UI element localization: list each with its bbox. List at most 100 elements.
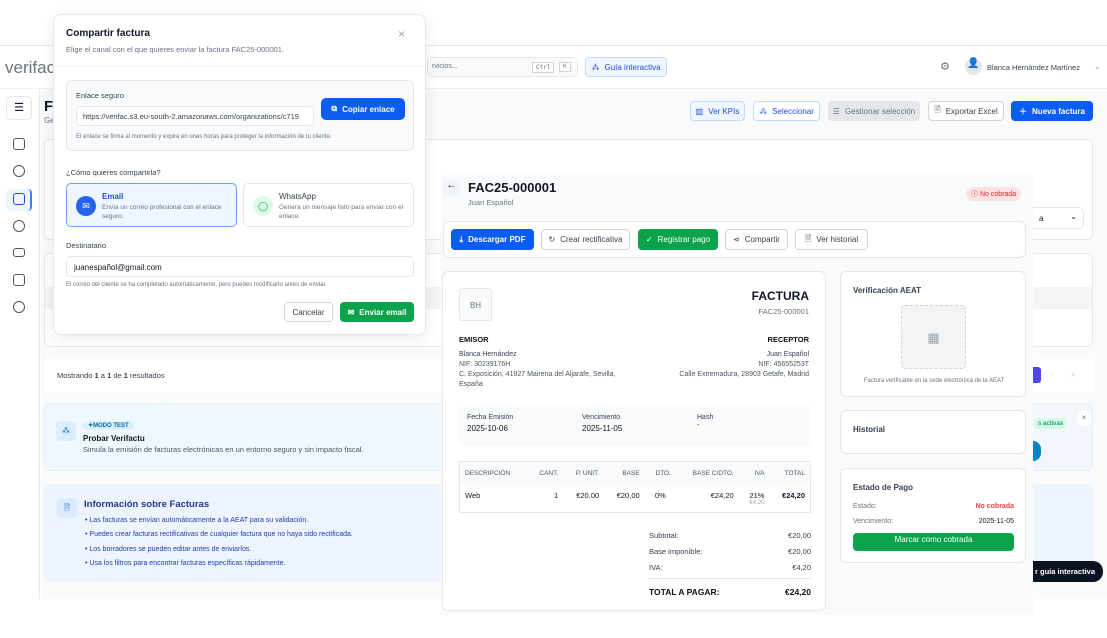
kpis-button[interactable]: ▥ Ver KPIs bbox=[690, 101, 745, 121]
col-header: BASE bbox=[604, 462, 645, 485]
info-icon: 🗎 bbox=[57, 498, 77, 518]
send-email-button[interactable]: ✉ Enviar email bbox=[340, 302, 414, 322]
cell-desc: Web bbox=[465, 491, 481, 500]
test-text: Simula la emisión de facturas electrónic… bbox=[83, 445, 364, 454]
emisor-nif: NIF: 30239176H bbox=[459, 361, 511, 368]
issue-label: Fecha Emisión bbox=[467, 414, 514, 421]
cell-base-dto: €24,20 bbox=[710, 491, 734, 500]
select-button[interactable]: ⁂ Seleccionar bbox=[753, 101, 820, 121]
test-badge: ✦MODO TEST bbox=[83, 421, 134, 430]
link-note: El enlace se firma al momento y expira e… bbox=[76, 134, 332, 140]
new-label: Nueva factura bbox=[1032, 106, 1085, 116]
share-modal: Compartir factura × Elige el canal con e… bbox=[53, 14, 426, 335]
chevron-down-icon[interactable]: ⌄ bbox=[1094, 62, 1101, 71]
test-icon: ⁂ bbox=[56, 421, 76, 441]
modal-subtitle: Elige el canal con el que quieres enviar… bbox=[66, 45, 285, 54]
dismiss-button[interactable]: × bbox=[1076, 410, 1092, 426]
chevron-down-icon: ⌄ bbox=[1070, 212, 1077, 221]
copy-label: Copiar enlace bbox=[342, 104, 395, 114]
gear-icon[interactable]: ⚙ bbox=[940, 61, 950, 73]
top-divider bbox=[0, 45, 1107, 46]
share-button[interactable]: ⋖ Compartir bbox=[725, 229, 788, 250]
download-icon: ⤓ bbox=[459, 234, 464, 244]
export-label: Exportar Excel bbox=[945, 106, 998, 116]
page-current[interactable] bbox=[1033, 367, 1041, 383]
refresh-icon: ↻ bbox=[548, 235, 556, 244]
chart-icon: ▥ bbox=[695, 106, 704, 116]
guide-button[interactable]: ⁂ Guía interactiva bbox=[585, 57, 667, 77]
cell-unit: €20,00 bbox=[576, 491, 600, 500]
results-total: 1 bbox=[123, 371, 128, 380]
card-icon[interactable] bbox=[13, 248, 25, 257]
recipient-input[interactable]: juanespañol@gmail.com bbox=[66, 256, 414, 277]
download-pdf-button[interactable]: ⤓ Descargar PDF bbox=[451, 229, 534, 250]
results-from: 1 bbox=[94, 371, 99, 380]
results-to: 1 bbox=[107, 371, 112, 380]
search-input[interactable]: rvicios... Ctrl K bbox=[427, 57, 578, 77]
info-item: • Las facturas se envían automáticamente… bbox=[85, 517, 309, 524]
totals: Subtotal: €20,00 Base imponible: €20,00 IV… bbox=[649, 531, 811, 597]
whatsapp-icon: ◯ bbox=[253, 196, 273, 216]
emisor-name: Blanca Hernández bbox=[459, 351, 517, 358]
logo: verifac bbox=[5, 58, 56, 77]
history-icon[interactable] bbox=[13, 301, 25, 313]
payment-state: Estado: No cobrada bbox=[853, 503, 1014, 510]
plus-icon: ＋ bbox=[1019, 106, 1028, 116]
history-card: Historial bbox=[840, 410, 1026, 454]
copy-link-button[interactable]: ⧉ Copiar enlace bbox=[321, 98, 405, 120]
test-action-button[interactable] bbox=[1033, 441, 1041, 461]
menu-button[interactable]: ☰ bbox=[6, 96, 32, 120]
invoice-icon[interactable] bbox=[13, 193, 25, 205]
link-input[interactable]: https://verifac.s3.eu-south-2.amazonaws.… bbox=[76, 106, 314, 126]
user-name[interactable]: Blanca Hernández Martínez bbox=[987, 63, 1080, 72]
mark-paid-button[interactable]: Marcar como cobrada bbox=[853, 533, 1014, 551]
doc-heading: FACTURA bbox=[751, 289, 809, 303]
new-invoice-button[interactable]: ＋ Nueva factura bbox=[1011, 101, 1093, 121]
guide-pill-button[interactable]: r guía interactiva bbox=[1033, 561, 1103, 582]
back-button[interactable]: ← bbox=[443, 180, 460, 196]
dashboard-icon[interactable] bbox=[13, 138, 25, 150]
check-circle-icon: ✓ bbox=[645, 235, 653, 244]
cancel-button[interactable]: Cancelar bbox=[284, 302, 333, 322]
aeat-card: Verificación AEAT ▦ Factura verificable … bbox=[840, 271, 1026, 397]
file-icon: 🗎 bbox=[934, 105, 941, 114]
close-icon[interactable]: × bbox=[398, 27, 406, 41]
sidebar: ☰ bbox=[0, 89, 40, 599]
register-payment-button[interactable]: ✓ Registrar pago bbox=[638, 229, 718, 250]
view-history-button[interactable]: 🗎 Ver historial bbox=[795, 229, 868, 250]
test-title: Probar Verifactu bbox=[83, 434, 145, 443]
email-option[interactable]: ✉ Email Envía un correo profesional con … bbox=[66, 183, 237, 227]
qr-placeholder: ▦ bbox=[901, 305, 966, 369]
link-value: https://verifac.s3.eu-south-2.amazonaws.… bbox=[83, 112, 299, 121]
document-icon[interactable] bbox=[13, 274, 25, 286]
kpis-label: Ver KPIs bbox=[708, 106, 740, 116]
mail-icon: ✉ bbox=[347, 307, 355, 317]
create-rectificativa-button[interactable]: ↻ Crear rectificativa bbox=[541, 229, 630, 250]
share-label: Compartir bbox=[744, 235, 780, 244]
manage-selection-button[interactable]: ☰ Gestionar selección bbox=[828, 101, 920, 121]
next-page-icon[interactable]: › bbox=[1051, 370, 1054, 379]
state-label: Estado: bbox=[853, 503, 877, 510]
users-icon[interactable] bbox=[13, 165, 25, 177]
whatsapp-title: WhatsApp bbox=[279, 192, 316, 201]
search-placeholder: rvicios... bbox=[432, 63, 458, 70]
kbd-ctrl: Ctrl bbox=[532, 62, 555, 73]
sparkle-icon: ⁂ bbox=[591, 62, 600, 72]
manage-label: Gestionar selección bbox=[844, 106, 916, 116]
status-text: No cobrada bbox=[979, 191, 1017, 198]
kbd-k: K bbox=[559, 62, 572, 72]
due-value: 2025-11-05 bbox=[978, 518, 1014, 525]
last-page-icon[interactable]: » bbox=[1071, 370, 1076, 379]
info-item: • Puedes crear facturas rectificativas d… bbox=[85, 531, 353, 538]
recipient-label: Destinatario bbox=[66, 241, 107, 250]
whatsapp-option[interactable]: ◯ WhatsApp Genera un mensaje listo para … bbox=[243, 183, 414, 227]
table-row: Web 1 €20,00 €20,00 0% €24,20 21% €4,20 €24,20 bbox=[460, 485, 810, 512]
hash-label: Hash bbox=[697, 414, 714, 421]
emisor-block: EMISOR Blanca Hernández NIF: 30239176H C… bbox=[459, 335, 629, 390]
issue-value: 2025-10-06 bbox=[467, 424, 508, 433]
export-excel-button[interactable]: 🗎 Exportar Excel bbox=[928, 101, 1004, 121]
avatar[interactable]: 👤 bbox=[965, 58, 982, 75]
issuer-logo: BH bbox=[459, 288, 492, 321]
guide-label: Guía interactiva bbox=[604, 62, 661, 72]
box-icon[interactable] bbox=[13, 220, 25, 232]
